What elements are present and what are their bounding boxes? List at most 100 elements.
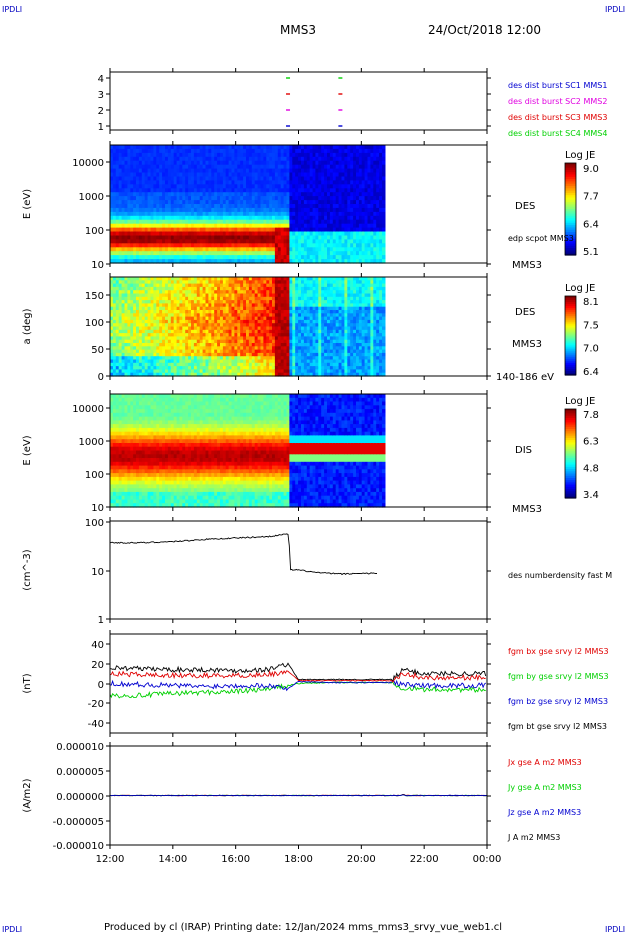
des_energy-cell [274,227,279,233]
des_energy-cell [272,188,276,193]
des_pitch-cell [234,290,238,295]
des_energy-cell [306,164,311,170]
des_energy-cell [277,148,282,154]
des_energy-cell [144,192,149,197]
des_energy-cell [341,172,345,177]
des_pitch-cell [144,286,149,291]
des_energy-cell [127,172,131,177]
des_energy-cell [350,239,354,244]
des_energy-cell [110,243,114,248]
des_pitch-cell [121,300,126,304]
des_energy-cell [121,204,126,209]
des_pitch-cell [211,323,215,328]
des_energy-cell [301,259,305,264]
des_energy-cell [338,227,343,233]
des_pitch-cell [246,346,250,351]
des_energy-cell [144,156,149,162]
des_pitch-cell [144,313,149,318]
des_pitch-cell [228,319,233,324]
des_pitch-cell [228,369,233,374]
des_energy-cell [153,219,157,225]
des_pitch-cell [286,286,290,291]
des_energy-cell [367,239,371,244]
des_pitch-cell [228,313,233,318]
des_pitch-cell [248,280,253,285]
des_pitch-cell [176,293,181,298]
des_pitch-cell [246,372,250,377]
des_energy-cell [309,259,314,264]
des_pitch-cell [138,286,143,291]
des_pitch-cell [185,336,189,341]
des_energy-cell [179,219,183,225]
des_energy-cell [329,251,334,256]
des_pitch-cell [303,293,308,298]
des_pitch-cell [205,343,209,347]
des_energy-cell [147,164,152,170]
des_energy-cell [147,145,152,150]
des_energy-cell [298,188,302,193]
des_energy-cell [156,251,160,256]
des_energy-cell [228,251,233,256]
des_pitch-cell [167,280,172,285]
des_energy-cell [150,196,154,201]
des_energy-cell [280,184,285,189]
des_energy-cell [347,192,351,197]
des_pitch-cell [130,329,134,334]
des_energy-cell [266,227,270,233]
des_pitch-cell [234,366,238,370]
des_energy-cell [231,235,235,240]
des_energy-cell [332,160,337,166]
des_energy-cell [202,176,207,181]
des_energy-cell [286,196,290,201]
des_pitch-cell [121,362,126,367]
des_pitch-cell [251,372,256,377]
des_energy-cell [332,211,337,217]
des_energy-cell [147,239,152,244]
des_energy-cell [141,235,146,240]
des_pitch-cell [138,336,143,341]
des_energy-cell [246,227,250,233]
des_pitch-cell [147,313,152,318]
des_energy-cell [165,204,169,209]
des_pitch-cell [133,343,137,347]
des_energy-cell [179,172,183,177]
des_pitch-cell [185,339,189,344]
des_energy-cell [353,180,357,185]
des_energy-cell [208,259,212,264]
des_energy-cell [138,172,143,177]
des_energy-cell [263,180,267,185]
des_energy-colorbar-cell [565,229,576,233]
des_pitch-cell [176,359,181,364]
des_pitch-cell [127,372,131,377]
des_energy-cell [364,219,369,225]
des_energy-cell [231,211,235,217]
des_energy-cell [260,251,264,256]
des_pitch-cell [133,277,137,281]
des_energy-cell [211,204,215,209]
des_energy-colorbar-tick: 5.1 [583,247,599,258]
des_energy-cell [263,231,267,236]
des_energy-cell [167,239,172,244]
des_pitch-cell [234,296,238,301]
des_pitch-cell [289,300,293,304]
des_pitch-cell [127,277,131,281]
des_energy-cell [350,164,354,170]
des_energy-cell [170,184,175,189]
des_energy-cell [240,207,244,213]
des_energy-cell [358,200,363,205]
des_energy-cell [170,207,175,213]
des_pitch-cell [185,306,189,311]
des_energy-cell [280,243,285,248]
des_energy-cell [193,219,198,225]
des_pitch-cell [144,303,149,308]
des_pitch-cell [260,359,264,364]
des_energy-cell [266,247,270,252]
des_pitch-cell [292,369,296,374]
des_energy-cell [165,200,169,205]
des_energy-cell [335,204,340,209]
des_pitch-cell [289,329,293,334]
des_energy-cell [202,152,207,158]
des_energy-cell [335,180,340,185]
des_energy-cell [115,255,120,260]
des_pitch-cell [193,283,198,288]
